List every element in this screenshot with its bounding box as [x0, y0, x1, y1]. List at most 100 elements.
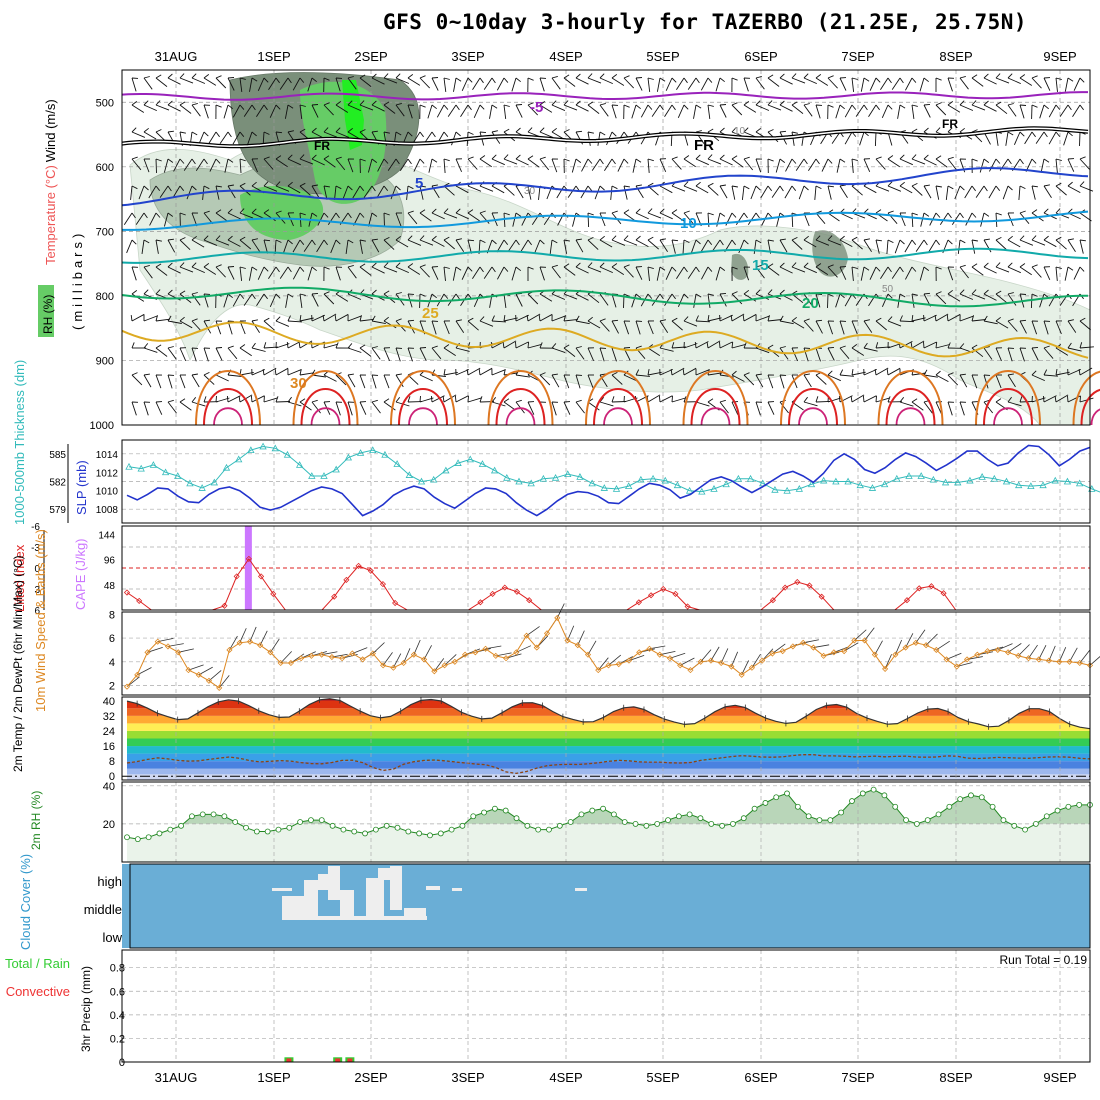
wind-barb: [155, 77, 168, 87]
temperature-tick-label: 40: [103, 696, 115, 708]
wind10m-barb: [229, 635, 238, 651]
wind-barb: [467, 397, 482, 403]
wind-barb: [851, 266, 854, 281]
wind-barb: [143, 77, 153, 90]
wind-barb: [443, 394, 457, 403]
wind-barb: [947, 104, 961, 113]
wind-barb-flag: [479, 155, 486, 160]
wind-barb: [191, 293, 201, 306]
wind-barb-flag: [959, 212, 964, 219]
wind-barb-flag: [827, 235, 833, 241]
wind-barb-flag: [395, 185, 401, 191]
wind-barb-flag: [143, 239, 150, 244]
wind-barb: [959, 293, 974, 300]
wind-barb-flag: [239, 344, 246, 349]
wind-barb: [919, 266, 925, 281]
wind-barb: [959, 77, 969, 90]
wind-barb: [292, 266, 301, 280]
wind-barb-flag: [875, 317, 882, 322]
thickness-marker: [771, 485, 779, 493]
wind-barb: [677, 293, 685, 307]
wind-barb-flag: [923, 103, 931, 106]
wind-barb-flag: [167, 185, 172, 192]
wind-barb: [352, 185, 361, 199]
wind-barb: [431, 77, 439, 91]
wind-barb-flag: [191, 373, 198, 376]
wind-barb-flag: [515, 104, 523, 106]
wind-barb: [1055, 185, 1067, 196]
wind-barb-flag: [1079, 104, 1084, 111]
wind-barb: [899, 185, 913, 194]
wind-barb: [443, 77, 447, 92]
wind-barb: [179, 374, 186, 389]
slp-tick-label: 1012: [96, 468, 119, 479]
wind-barb: [875, 185, 890, 192]
wind-barb: [323, 104, 334, 116]
wind-barb-flag: [191, 318, 198, 322]
wind-barb: [599, 401, 614, 407]
wind-barb: [971, 266, 984, 276]
wind10m-marker: [1004, 649, 1012, 656]
wind-barb-flag: [455, 77, 462, 82]
thickness-marker: [941, 478, 950, 486]
wind-barb: [143, 104, 157, 112]
rh2m-marker: [827, 817, 834, 823]
wind-barb-flag: [275, 293, 281, 299]
rh2m-tick-label: 20: [103, 819, 115, 831]
wind-barb-flag: [419, 347, 427, 349]
wind-barb-flag: [383, 290, 390, 295]
wind-barb: [521, 212, 529, 226]
wind-barb: [527, 313, 541, 322]
wind-barb: [1048, 104, 1057, 118]
wind-barb-flag: [155, 315, 158, 322]
wind-barb-flag: [827, 185, 834, 188]
wind-barb-flag: [863, 319, 870, 322]
wind-barb-flag: [851, 104, 857, 110]
wind-barb-flag: [635, 77, 643, 79]
wind-barb-flag: [707, 77, 713, 83]
wind-barb-flag: [587, 212, 594, 216]
rh2m-marker: [913, 821, 920, 827]
wind-barb-flag: [887, 210, 894, 214]
wind10m-marker: [554, 614, 561, 621]
wind-barb: [995, 131, 999, 146]
wind-barb-flag: [419, 158, 425, 164]
wind-barb-flag: [971, 212, 977, 218]
thickness-line: [128, 445, 1100, 493]
wind-barb: [965, 212, 973, 226]
wind-barb-flag: [1043, 235, 1049, 241]
wind-barb-flag: [743, 372, 750, 376]
wind-barb-flag: [167, 158, 174, 163]
wind-barb-flag: [875, 104, 880, 111]
wind-barb-flag: [347, 76, 354, 79]
thickness-marker: [235, 455, 243, 463]
wind-barb: [311, 293, 319, 307]
wind-barb-flag: [479, 104, 485, 110]
wind-barb-flag: [815, 185, 822, 190]
wind-barb-flag: [1019, 210, 1026, 214]
wind-barb-flag: [443, 369, 446, 376]
wind10m-marker: [656, 651, 663, 658]
wind-barb: [647, 371, 662, 376]
wind-barb-flag: [539, 342, 543, 349]
wind-barb: [659, 320, 669, 333]
wind-barb-flag: [743, 239, 749, 245]
wind-barb: [767, 266, 780, 276]
wind-barb: [531, 212, 541, 225]
wind-barb-flag: [575, 158, 582, 163]
lifted-index-marker: [379, 581, 387, 588]
wind10m-marker: [308, 652, 315, 659]
wind-barb: [1024, 131, 1033, 145]
thickness-ylabel: 1000-500mb Thickness (dm): [12, 360, 27, 525]
wind-barb: [839, 347, 850, 359]
wind-barb: [875, 239, 880, 254]
upper-air-units-label: (millibars): [70, 230, 85, 330]
wind-barb: [631, 104, 637, 119]
wind-barb-flag: [443, 293, 449, 299]
wind-barb-flag: [155, 344, 162, 349]
wind-barb: [610, 185, 613, 200]
wind-barb-flag: [779, 73, 785, 79]
wind-barb: [785, 158, 793, 172]
wind-barb-flag: [971, 315, 975, 322]
wind-barb: [275, 158, 288, 168]
